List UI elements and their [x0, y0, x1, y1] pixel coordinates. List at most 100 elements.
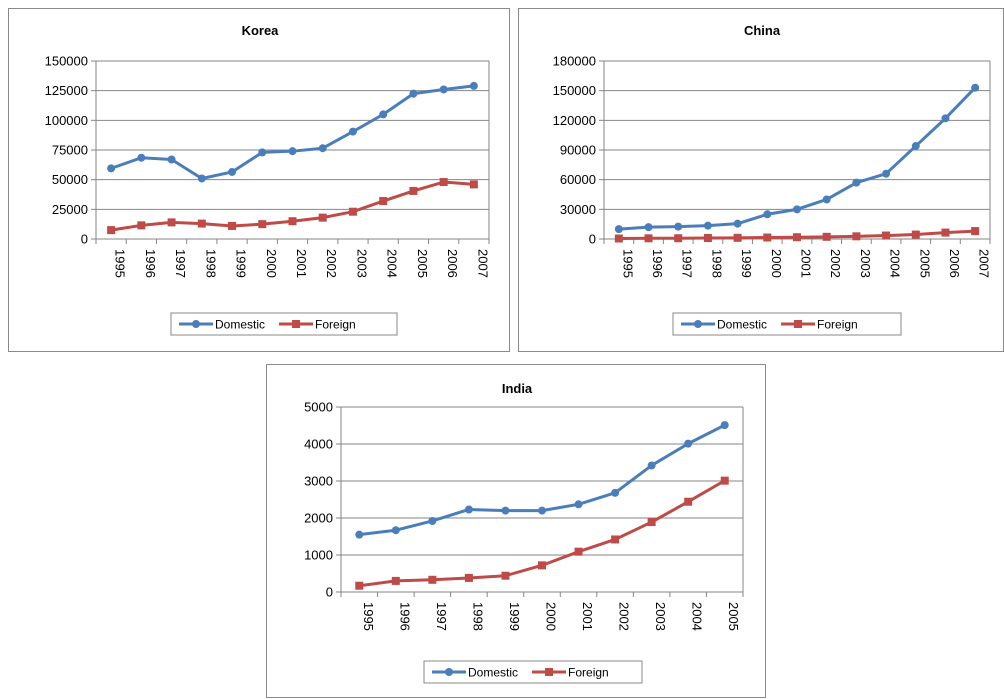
data-point-domestic — [167, 155, 176, 164]
data-point-foreign — [538, 561, 546, 570]
legend-marker-domestic — [445, 668, 453, 676]
y-tick-label: 125000 — [45, 83, 88, 98]
data-point-foreign — [348, 207, 357, 216]
x-tick-label: 2003 — [354, 249, 369, 278]
data-point-foreign — [793, 233, 801, 242]
legend-marker-domestic — [192, 320, 200, 328]
legend-label-foreign: Foreign — [315, 318, 356, 332]
y-tick-label: 1000 — [304, 548, 333, 563]
legend-marker-domestic — [694, 320, 702, 328]
x-tick-label: 1999 — [739, 249, 754, 278]
x-tick-label: 1996 — [143, 249, 158, 278]
data-point-domestic — [379, 110, 388, 119]
data-point-foreign — [501, 571, 510, 580]
data-point-domestic — [941, 114, 950, 123]
x-tick-label: 2000 — [769, 249, 784, 278]
series-line-foreign — [359, 479, 726, 588]
data-point-domestic — [355, 530, 364, 539]
x-tick-label: 1995 — [113, 249, 128, 278]
x-tick-label: 2001 — [580, 602, 595, 631]
data-point-domestic — [611, 488, 620, 497]
x-tick-label: 2001 — [294, 249, 309, 278]
data-point-domestic — [852, 178, 861, 187]
x-tick-label: 1998 — [709, 249, 724, 278]
data-point-foreign — [647, 518, 656, 527]
data-point-foreign — [703, 234, 712, 243]
data-point-domestic — [538, 506, 546, 515]
data-point-domestic — [644, 223, 653, 232]
y-tick-label: 75000 — [52, 143, 88, 158]
x-tick-label: 1996 — [650, 249, 665, 278]
chart-india: India 0 1000 2000 3000 4000 5000 1995 1996 1997 19… — [266, 364, 766, 698]
x-tick-label: 2001 — [799, 249, 814, 278]
data-point-foreign — [720, 476, 729, 485]
data-point-domestic — [439, 85, 448, 94]
data-point-domestic — [228, 167, 237, 176]
chart-title: Korea — [242, 23, 280, 38]
data-point-foreign — [611, 535, 620, 544]
data-point-domestic — [469, 81, 478, 90]
legend-label-foreign: Foreign — [817, 318, 858, 332]
y-tick-label: 180000 — [553, 54, 596, 69]
chart-korea-svg: Korea 0 25000 50000 75000 100000 125000 150000 1… — [45, 23, 490, 336]
data-point-domestic — [684, 439, 693, 448]
data-point-domestic — [464, 505, 473, 514]
y-tick-label: 3000 — [304, 474, 333, 489]
y-tick-label: 120000 — [553, 113, 596, 128]
chart-china-svg: China 0 30000 60000 90000 120000 150000 180000 1… — [553, 23, 992, 336]
x-tick-label: 2006 — [947, 249, 962, 278]
x-tick-label: 2003 — [653, 602, 668, 631]
y-tick-label: 0 — [326, 585, 333, 600]
x-tick-label: 2000 — [264, 249, 279, 278]
data-point-domestic — [409, 89, 418, 98]
data-point-domestic — [822, 195, 831, 204]
data-point-domestic — [428, 516, 437, 525]
x-tick-label: 1997 — [434, 602, 449, 631]
data-point-foreign — [911, 230, 920, 239]
data-point-foreign — [288, 217, 297, 226]
data-point-domestic — [197, 174, 206, 183]
legend-marker-foreign — [794, 320, 803, 328]
data-point-domestic — [501, 506, 510, 515]
data-point-foreign — [971, 227, 980, 236]
data-point-domestic — [318, 144, 327, 153]
y-tick-label: 50000 — [52, 172, 88, 187]
x-tick-label: 2003 — [858, 249, 873, 278]
data-point-domestic — [882, 169, 891, 178]
data-point-foreign — [439, 178, 448, 187]
data-point-foreign — [137, 221, 146, 230]
x-tick-label: 2002 — [617, 602, 632, 631]
data-point-foreign — [167, 218, 176, 227]
chart-china: China 0 30000 60000 90000 120000 150000 180000 1… — [518, 8, 1004, 352]
data-point-foreign — [464, 573, 473, 582]
data-point-domestic — [614, 225, 623, 234]
data-point-foreign — [391, 576, 400, 585]
data-point-foreign — [852, 232, 861, 241]
x-tick-label: 2002 — [828, 249, 843, 278]
y-tick-label: 90000 — [560, 143, 596, 158]
data-point-foreign — [228, 221, 237, 230]
x-tick-label: 2005 — [415, 249, 430, 278]
data-point-domestic — [971, 83, 980, 92]
data-point-foreign — [674, 234, 683, 243]
x-tick-label: 2000 — [544, 602, 559, 631]
y-tick-label: 0 — [589, 232, 596, 247]
y-tick-label: 5000 — [304, 400, 333, 415]
data-point-foreign — [941, 228, 950, 237]
legend-label-domestic: Domestic — [717, 318, 767, 332]
x-tick-label: 1999 — [234, 249, 249, 278]
data-point-foreign — [614, 234, 623, 243]
data-point-domestic — [793, 205, 801, 214]
y-tick-label: 0 — [81, 232, 88, 247]
data-point-domestic — [258, 148, 267, 157]
chart-india-svg: India 0 1000 2000 3000 4000 5000 1995 1996 1997 19… — [304, 381, 744, 684]
data-point-domestic — [137, 153, 146, 162]
data-point-foreign — [258, 220, 267, 229]
x-tick-label: 2006 — [445, 249, 460, 278]
data-point-foreign — [197, 219, 206, 228]
chart-korea: Korea 0 25000 50000 75000 100000 125000 150000 1… — [8, 8, 510, 352]
data-point-foreign — [822, 232, 831, 241]
x-tick-label: 2004 — [385, 249, 400, 278]
data-point-domestic — [288, 147, 297, 156]
data-point-foreign — [882, 231, 891, 240]
